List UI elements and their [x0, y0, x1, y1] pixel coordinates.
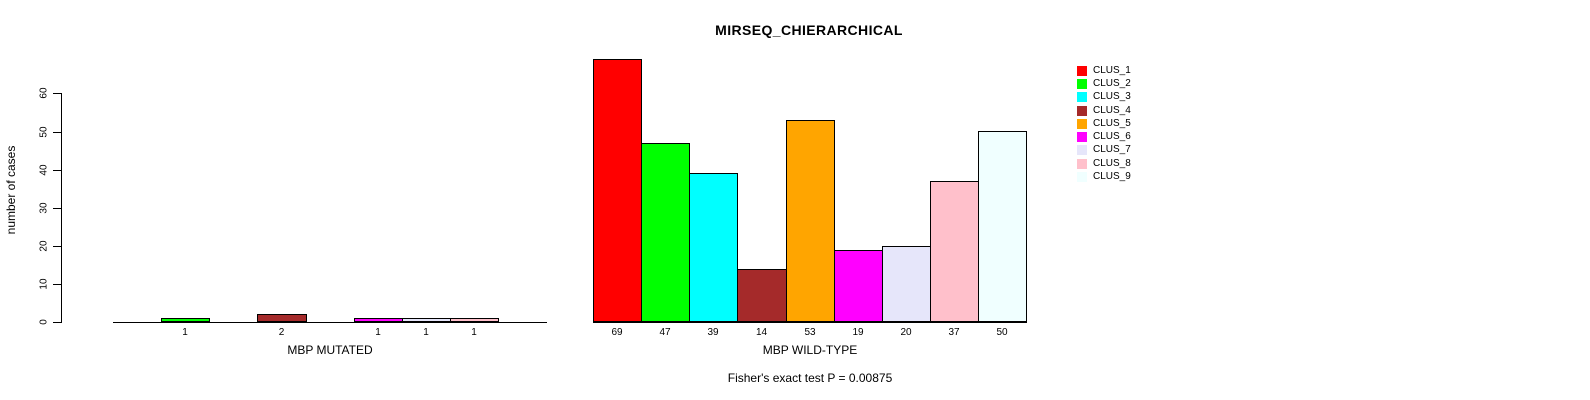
bar-value-label: 47: [659, 327, 671, 338]
legend-swatch-icon: [1077, 92, 1087, 103]
legend-label: CLUS_5: [1093, 117, 1131, 129]
y-tick-label: 60: [38, 87, 50, 99]
x-axis-line: [113, 322, 547, 323]
legend-row-clus_2: CLUS_2: [1077, 77, 1131, 90]
bar-clus_4: [737, 269, 787, 322]
bar-value-label: 19: [852, 327, 864, 338]
bar-clus_4: [257, 314, 307, 322]
bar-value-label: 20: [900, 327, 912, 338]
legend-row-clus_6: CLUS_6: [1077, 130, 1131, 143]
legend-label: CLUS_6: [1093, 131, 1131, 143]
legend-swatch-icon: [1077, 105, 1087, 116]
bar-value-label: 69: [611, 327, 623, 338]
bar-clus_7: [882, 246, 931, 322]
y-tick-mark: [53, 283, 61, 285]
bar-value-label: 1: [375, 327, 381, 338]
fisher-test-annotation: Fisher's exact test P = 0.00875: [727, 371, 893, 385]
y-tick-mark: [53, 169, 61, 171]
bar-clus_6: [354, 318, 403, 322]
bar-clus_3: [689, 173, 738, 322]
legend-swatch-icon: [1077, 172, 1087, 183]
bar-clus_9: [978, 131, 1027, 322]
bar-value-label: 14: [755, 327, 768, 338]
y-tick-mark: [53, 131, 61, 133]
bar-value-label: 1: [182, 327, 188, 338]
bar-clus_6: [834, 250, 883, 322]
bar-value-label: 50: [996, 327, 1008, 338]
bar-value-label: 1: [471, 327, 477, 338]
legend-row-clus_3: CLUS_3: [1077, 91, 1131, 104]
legend-label: CLUS_2: [1093, 77, 1131, 89]
y-tick-label: 40: [38, 164, 50, 176]
legend-swatch-icon: [1077, 145, 1087, 156]
y-axis-title: number of cases: [4, 145, 18, 235]
legend-label: CLUS_4: [1093, 104, 1131, 116]
y-tick-mark: [53, 207, 61, 209]
legend-row-clus_1: CLUS_1: [1077, 64, 1131, 77]
legend-label: CLUS_7: [1093, 144, 1131, 156]
legend-label: CLUS_8: [1093, 157, 1131, 169]
bar-clus_1: [593, 59, 642, 322]
legend-swatch-icon: [1077, 118, 1087, 129]
bar-clus_2: [641, 143, 690, 322]
legend-row-clus_7: CLUS_7: [1077, 144, 1131, 157]
legend-row-clus_9: CLUS_9: [1077, 170, 1131, 183]
bar-value-label: 2: [278, 327, 285, 338]
y-tick-label: 50: [38, 125, 50, 138]
legend-swatch-icon: [1077, 78, 1087, 89]
bar-value-label: 53: [804, 327, 816, 338]
bar-value-label: 37: [948, 327, 960, 338]
bar-clus_8: [450, 318, 499, 322]
y-axis-line: [61, 93, 62, 323]
y-tick-label: 20: [38, 240, 50, 252]
y-tick-label: 10: [38, 278, 50, 290]
legend-swatch-icon: [1077, 132, 1087, 143]
bar-clus_2: [161, 318, 210, 322]
legend-row-clus_8: CLUS_8: [1077, 157, 1131, 170]
y-tick-mark: [53, 93, 61, 95]
legend-label: CLUS_9: [1093, 171, 1131, 183]
legend: CLUS_1 CLUS_2 CLUS_3 CLUS_4 CLUS_5 CLUS_6 CLUS…: [1077, 64, 1131, 184]
legend-row-clus_5: CLUS_5: [1077, 117, 1131, 130]
y-tick-label: 0: [38, 319, 50, 325]
x-axis-title-mutated: MBP MUTATED: [287, 343, 373, 357]
x-axis-title-wildtype: MBP WILD-TYPE: [762, 343, 858, 357]
y-tick-mark: [53, 322, 61, 323]
chart-title: MIRSEQ_CHIERARCHICAL: [715, 22, 903, 38]
y-tick-mark: [53, 245, 61, 247]
legend-swatch-icon: [1077, 158, 1087, 169]
legend-label: CLUS_3: [1093, 91, 1131, 103]
bar-value-label: 39: [707, 327, 719, 338]
y-tick-label: 30: [38, 202, 50, 214]
bar-clus_7: [402, 318, 451, 322]
legend-row-clus_4: CLUS_4: [1077, 104, 1131, 117]
bar-clus_5: [786, 120, 835, 322]
bar-value-label: 1: [423, 327, 429, 338]
legend-label: CLUS_1: [1093, 64, 1131, 76]
bar-clus_8: [930, 181, 979, 322]
legend-swatch-icon: [1077, 65, 1087, 76]
x-axis-line: [593, 322, 1027, 323]
